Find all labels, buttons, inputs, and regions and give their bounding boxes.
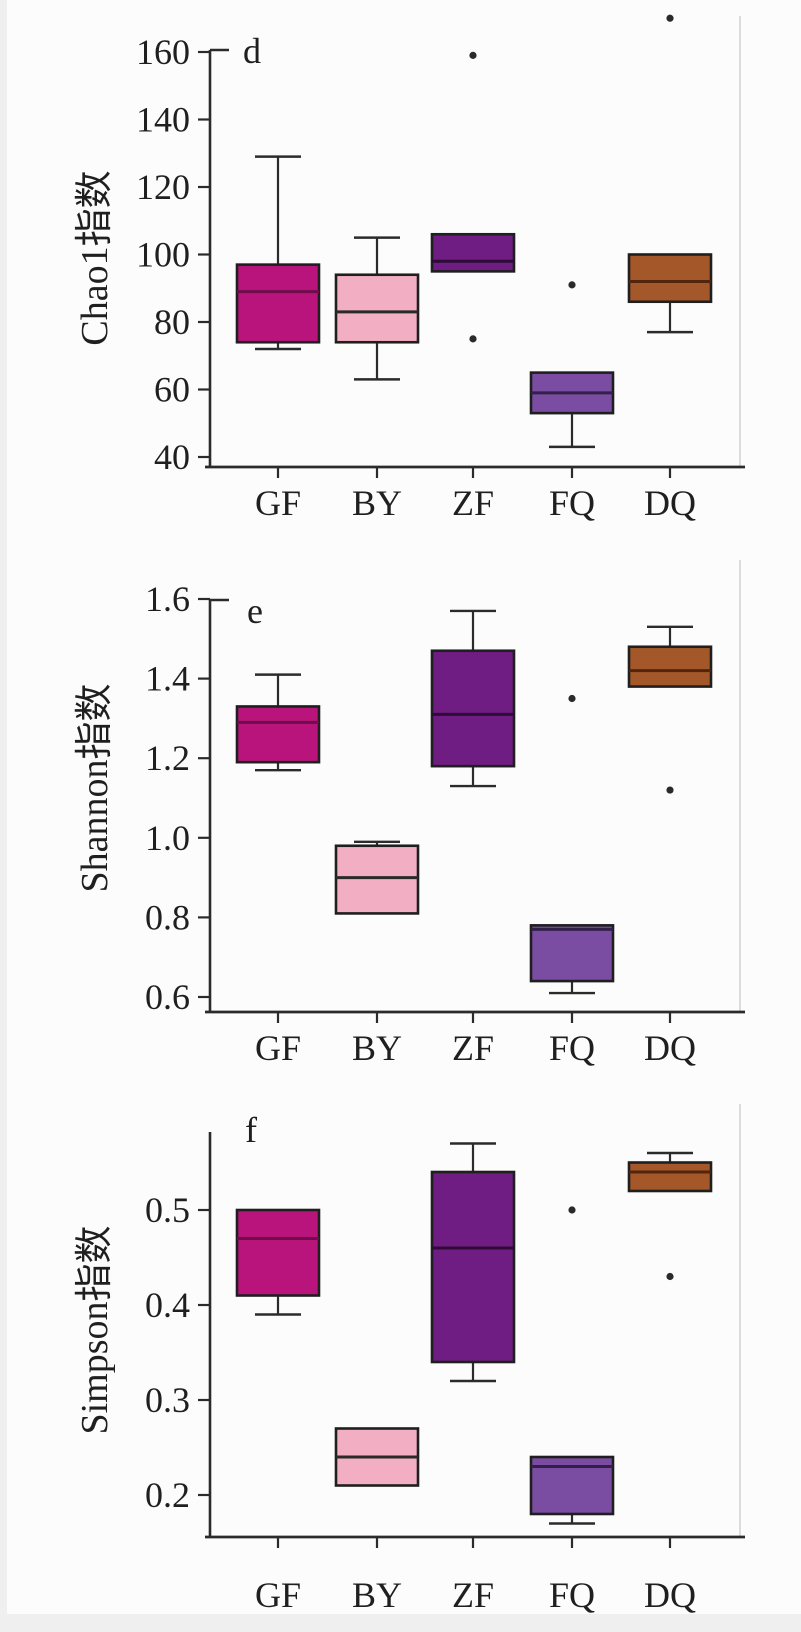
- y-tick-label: 0.5: [145, 1190, 190, 1230]
- box-GF: [235, 1208, 321, 1297]
- panel-letter-d: d: [243, 31, 261, 71]
- box-GF: [235, 705, 321, 764]
- outlier-FQ: [568, 1206, 576, 1214]
- page-edge-bottom: [0, 1614, 801, 1632]
- box-DQ: [627, 253, 713, 304]
- y-tick-label: 140: [136, 100, 190, 140]
- x-category-label: GF: [255, 1575, 301, 1615]
- y-axis-title-chao1: Chao1指数: [74, 170, 116, 346]
- box-GF: [235, 263, 321, 344]
- x-category-label: DQ: [644, 1028, 696, 1068]
- y-tick-label: 1.0: [145, 818, 190, 858]
- outlier-DQ: [666, 14, 674, 22]
- y-tick-label: 40: [154, 437, 190, 477]
- x-category-label: GF: [255, 1028, 301, 1068]
- outlier-DQ: [666, 1272, 674, 1281]
- outlier-FQ: [568, 281, 576, 289]
- y-tick-label: 0.3: [145, 1380, 190, 1420]
- outlier-DQ: [666, 786, 674, 794]
- x-category-label: ZF: [452, 1028, 494, 1068]
- x-category-label: BY: [352, 1028, 402, 1068]
- y-tick-label: 80: [154, 302, 190, 342]
- box-ZF: [430, 1170, 516, 1364]
- x-category-label: FQ: [549, 483, 595, 523]
- y-tick-label: 1.4: [145, 659, 190, 699]
- y-tick-label: 60: [154, 370, 190, 410]
- outlier-ZF: [469, 51, 477, 59]
- y-tick-label: 0.2: [145, 1475, 190, 1515]
- x-category-label: DQ: [644, 1575, 696, 1615]
- x-category-label: ZF: [452, 483, 494, 523]
- x-category-label: DQ: [644, 483, 696, 523]
- outlier-FQ: [568, 694, 576, 703]
- y-axis-title-shannon: Shannon指数: [74, 683, 116, 893]
- box-BY: [334, 273, 420, 344]
- outlier-ZF: [469, 335, 477, 343]
- x-category-label: FQ: [549, 1028, 595, 1068]
- x-category-label: BY: [352, 1575, 402, 1615]
- y-tick-label: 160: [136, 32, 190, 72]
- panel-letter-e: e: [247, 591, 263, 631]
- box-DQ: [627, 645, 713, 688]
- y-tick-label: 0.8: [145, 897, 190, 937]
- x-category-label: BY: [352, 483, 402, 523]
- box-DQ: [627, 1161, 713, 1193]
- box-FQ: [529, 924, 615, 983]
- x-category-label: ZF: [452, 1575, 494, 1615]
- y-tick-label: 100: [136, 235, 190, 275]
- y-tick-label: 0.4: [145, 1285, 190, 1325]
- page-edge-left: [0, 0, 7, 1632]
- box-BY: [334, 844, 420, 915]
- boxplot-panel-d: 160 140 120 100 80 60 40 GF BY ZF FQ DQ: [136, 14, 745, 523]
- x-category-label: FQ: [549, 1575, 595, 1615]
- y-tick-label: 1.2: [145, 738, 190, 778]
- y-axis-title-simpson: Simpson指数: [74, 1225, 116, 1435]
- y-tick-label: 0.6: [145, 977, 190, 1017]
- y-tick-label: 1.6: [145, 579, 190, 619]
- box-ZF: [430, 649, 516, 768]
- box-ZF: [430, 232, 516, 273]
- panel-letter-f: f: [245, 1110, 257, 1150]
- boxplot-panel-e: 1.6 1.4 1.2 1.0 0.8 0.6 GF BY ZF FQ DQ: [145, 560, 745, 1068]
- x-category-label: GF: [255, 483, 301, 523]
- boxplot-panel-f: 0.5 0.4 0.3 0.2 GF BY ZF FQ DQ: [145, 1104, 745, 1615]
- y-tick-label: 120: [136, 167, 190, 207]
